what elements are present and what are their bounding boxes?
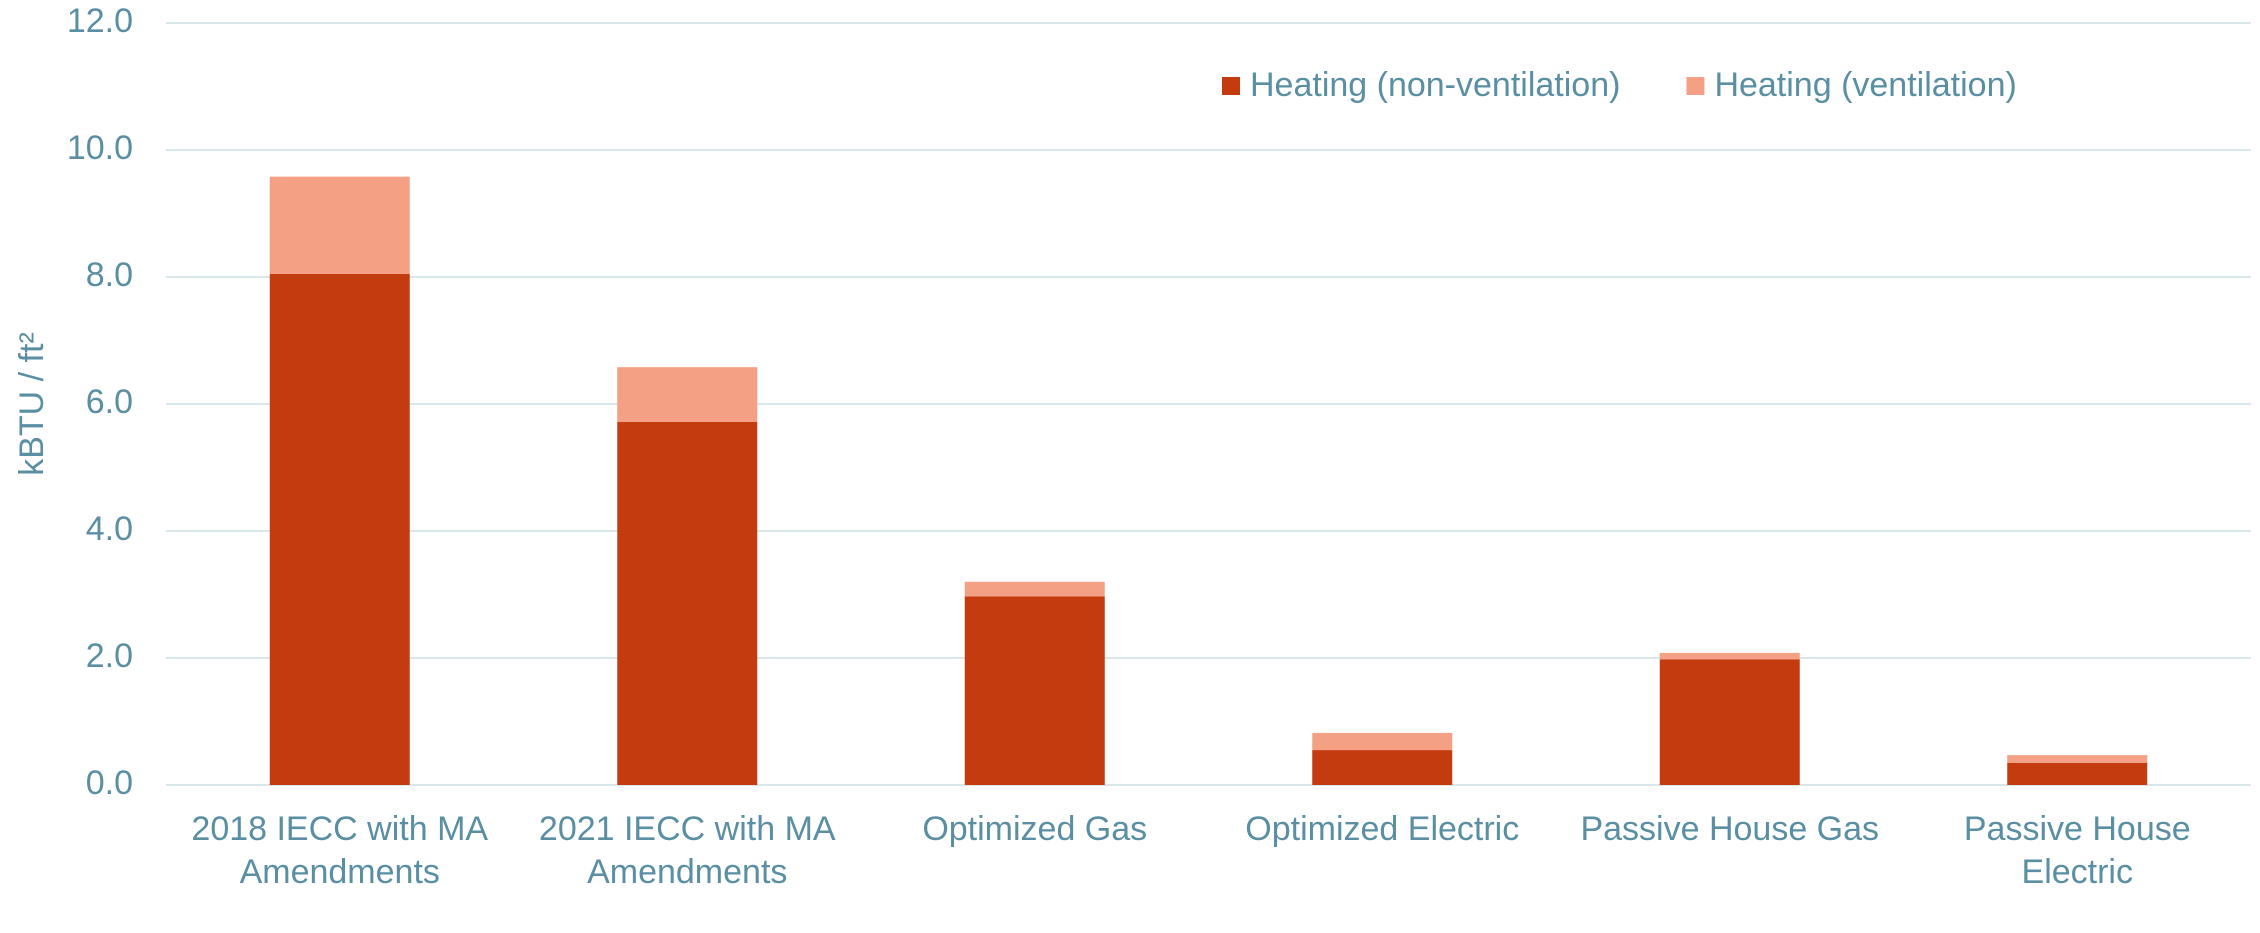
bar-segment	[269, 273, 410, 785]
bar-segment	[1312, 732, 1453, 751]
bar-segment	[2007, 755, 2148, 763]
y-tick-label: 4.0	[86, 510, 133, 548]
bar-segment	[1659, 659, 1800, 785]
x-tick-label: Passive House Gas	[1580, 810, 1880, 848]
y-axis-label: kBTU / ft²	[13, 332, 51, 476]
legend-label: Heating (non-ventilation)	[1250, 66, 1620, 104]
bar-segment	[1659, 652, 1800, 660]
x-tick-label: Optimized Electric	[1245, 810, 1520, 848]
y-tick-label: 6.0	[86, 383, 133, 421]
y-tick-label: 10.0	[67, 129, 133, 167]
bar-segment	[964, 596, 1105, 785]
legend-label: Heating (ventilation)	[1714, 66, 2016, 104]
bar-segment	[617, 367, 758, 422]
x-tick-label: 2021 IECC with MA Amendments	[538, 810, 836, 891]
bar-segment	[1312, 750, 1453, 785]
y-tick-label: 8.0	[86, 256, 133, 294]
bar-segment	[617, 421, 758, 785]
bar-segment	[269, 176, 410, 274]
bar-segment	[2007, 762, 2148, 785]
x-tick-label: Optimized Gas	[922, 810, 1148, 848]
x-tick-label: Passive House Electric	[1963, 810, 2191, 891]
legend-swatch	[1222, 77, 1240, 95]
legend-swatch	[1686, 77, 1705, 95]
bar-segment	[964, 581, 1105, 597]
y-tick-label: 12.0	[67, 2, 133, 40]
x-tick-label: 2018 IECC with MA Amendments	[191, 810, 489, 891]
y-tick-label: 2.0	[86, 637, 133, 675]
y-tick-label: 0.0	[86, 764, 133, 802]
